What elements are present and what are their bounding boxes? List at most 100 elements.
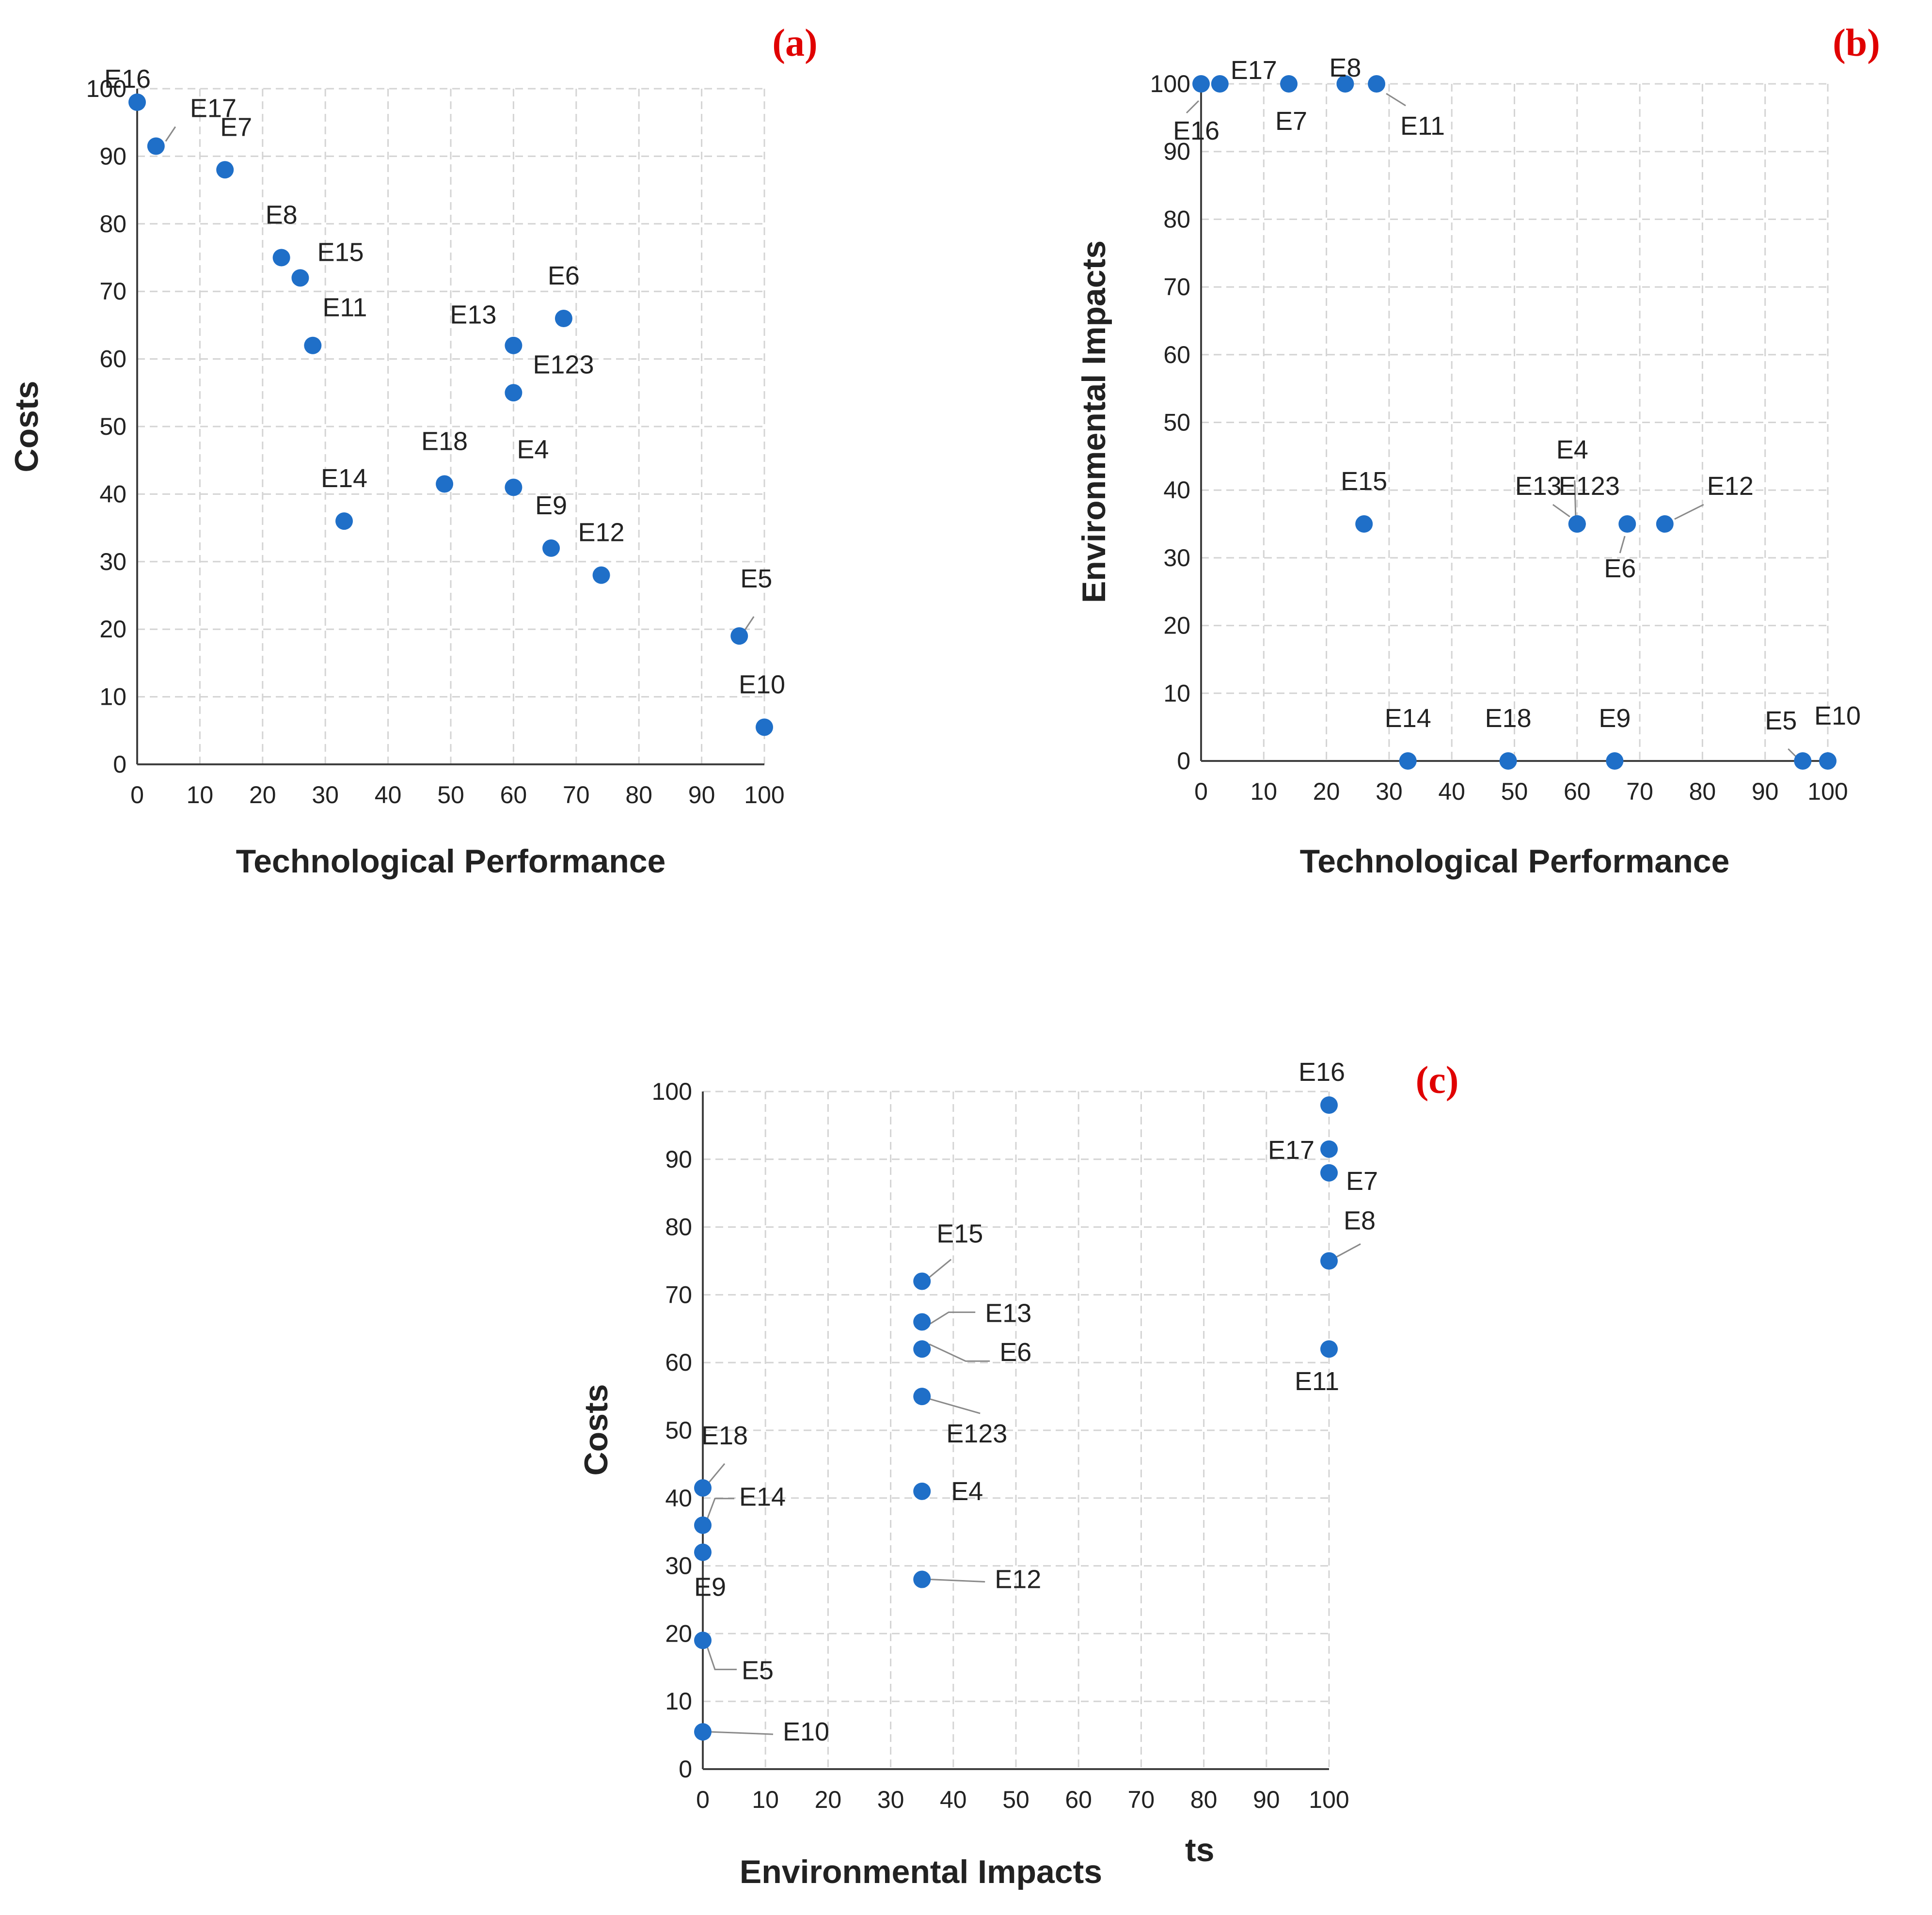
leader-line <box>743 616 755 632</box>
point-label: E4 <box>517 435 549 464</box>
point-label: E14 <box>321 464 367 493</box>
y-tick-label: 20 <box>1163 612 1190 639</box>
x-tick-label: 90 <box>688 781 715 808</box>
point-label: E17 <box>190 94 237 123</box>
leader-line <box>1186 100 1200 114</box>
data-point-e123 <box>505 384 523 402</box>
leader-line <box>707 1463 726 1485</box>
data-point-e16 <box>1192 75 1210 93</box>
x-tick-label: 10 <box>752 1786 779 1813</box>
panel-label: (a) <box>772 22 817 64</box>
leader-line <box>165 126 176 142</box>
data-point-e17 <box>1320 1140 1338 1158</box>
y-tick-label: 40 <box>665 1485 692 1512</box>
leader-line <box>1386 93 1406 107</box>
y-tick-label: 0 <box>679 1756 692 1783</box>
y-tick-label: 60 <box>665 1349 692 1376</box>
y-tick-label: 40 <box>99 480 127 507</box>
point-label: E17 <box>1268 1136 1314 1165</box>
data-point-e11 <box>304 336 322 354</box>
y-tick-label: 0 <box>1177 747 1190 775</box>
data-point-e9 <box>694 1543 712 1561</box>
x-tick-label: 10 <box>1250 778 1277 805</box>
x-axis-title: Technological Performance <box>1300 843 1730 880</box>
y-axis-title: Costs <box>578 1384 615 1476</box>
data-point-e6 <box>554 309 572 327</box>
x-tick-label: 0 <box>130 781 144 808</box>
data-point-e8 <box>1320 1252 1338 1270</box>
x-tick-label: 40 <box>940 1786 967 1813</box>
point-label: E10 <box>1814 701 1861 730</box>
point-label: E14 <box>1385 704 1431 733</box>
stray-axis-text: ts <box>1185 1832 1214 1868</box>
x-tick-label: 0 <box>1194 778 1208 805</box>
y-tick-label: 70 <box>99 278 127 305</box>
data-point-e10 <box>1819 752 1837 770</box>
point-label: E4 <box>1556 435 1588 464</box>
point-label: E18 <box>1485 704 1532 733</box>
x-tick-label: 20 <box>1313 778 1340 805</box>
point-label: E11 <box>322 293 367 322</box>
x-tick-label: 50 <box>1002 1786 1029 1813</box>
panel-label: (c) <box>1416 1059 1459 1102</box>
point-label: E16 <box>1173 116 1219 145</box>
y-tick-label: 70 <box>665 1281 692 1308</box>
point-label: E10 <box>783 1717 829 1746</box>
x-tick-label: 60 <box>500 781 527 808</box>
point-label: E123 <box>946 1419 1007 1448</box>
y-tick-label: 10 <box>665 1688 692 1715</box>
data-point-e15 <box>291 269 309 287</box>
data-point-e16 <box>128 93 146 111</box>
data-point-e7 <box>1280 75 1298 93</box>
y-tick-label: 90 <box>99 142 127 170</box>
y-tick-label: 60 <box>99 346 127 373</box>
x-tick-label: 70 <box>1128 1786 1155 1813</box>
data-point-e5 <box>694 1631 712 1649</box>
point-label: E7 <box>1275 107 1307 136</box>
x-tick-label: 80 <box>625 781 652 808</box>
leader-line <box>706 1645 737 1670</box>
data-point-e11 <box>1320 1340 1338 1358</box>
y-tick-label: 20 <box>99 616 127 643</box>
point-label: E6 <box>999 1338 1031 1367</box>
x-tick-label: 40 <box>1438 778 1465 805</box>
panel-c: 0 10 20 30 40 50 60 70 80 90 100 0 10 20 30 40 50 60 70 80 9… <box>578 1058 1458 1890</box>
data-point-e15 <box>913 1272 931 1290</box>
leader-line <box>710 1731 774 1735</box>
data-point-e8 <box>1336 75 1354 93</box>
x-axis-title: Environmental Impacts <box>740 1853 1102 1890</box>
point-label: E15 <box>936 1219 983 1248</box>
data-point-e13 <box>913 1313 931 1331</box>
leader-line <box>1552 504 1570 518</box>
y-tick-label: 30 <box>665 1552 692 1580</box>
leader-line <box>706 1498 734 1521</box>
x-tick-label: 50 <box>437 781 464 808</box>
point-label: E6 <box>1604 554 1636 583</box>
x-tick-label: 80 <box>1190 1786 1218 1813</box>
y-tick-label: 80 <box>1163 206 1190 233</box>
point-label: E8 <box>266 201 298 230</box>
y-axis-title: Costs <box>8 381 45 473</box>
data-point-e123 <box>913 1388 931 1406</box>
data-point-e12 <box>1656 515 1674 533</box>
y-tick-label: 30 <box>99 548 127 575</box>
y-tick-label: 30 <box>1163 544 1190 571</box>
data-point-e12 <box>913 1570 931 1588</box>
data-point-e5 <box>1794 752 1812 770</box>
point-label: E15 <box>1341 467 1387 496</box>
y-tick-label: 40 <box>1163 476 1190 504</box>
x-tick-label: 90 <box>1752 778 1779 805</box>
panel-b: 0 10 20 30 40 50 60 70 80 90 100 0 10 20 30 40 50 60 70 80 9… <box>1076 22 1880 880</box>
point-label: E9 <box>1599 704 1631 733</box>
point-label: E12 <box>578 518 625 547</box>
point-label: E13 <box>1515 472 1562 501</box>
data-point-e4 <box>913 1482 931 1500</box>
point-label: E11 <box>1400 111 1445 141</box>
leader-line <box>929 1343 990 1362</box>
x-tick-label: 0 <box>696 1786 710 1813</box>
data-point-e18 <box>436 475 454 493</box>
point-label: E8 <box>1344 1206 1376 1235</box>
point-label: E123 <box>1559 472 1620 501</box>
